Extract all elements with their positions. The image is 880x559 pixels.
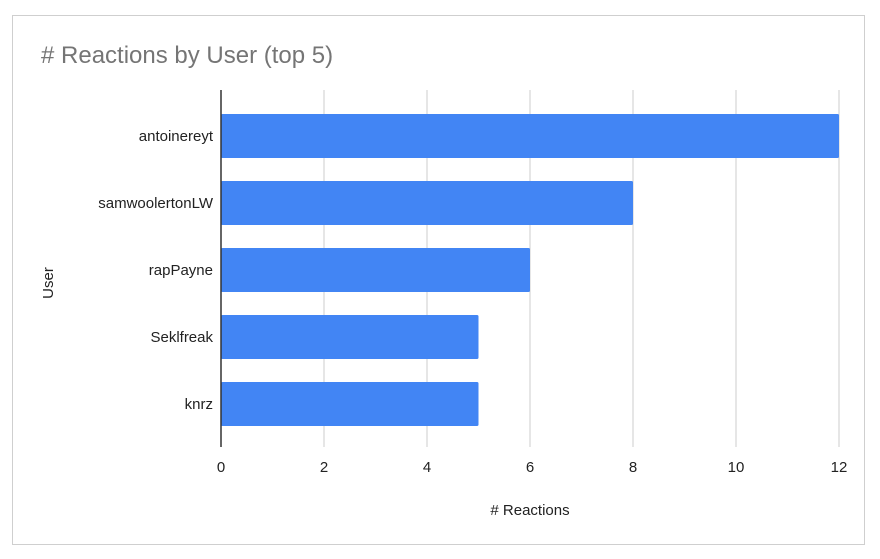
chart-title: # Reactions by User (top 5)	[41, 42, 334, 69]
y-category-label: antoinereyt	[139, 128, 214, 145]
y-category-label: samwoolertonLW	[98, 195, 214, 212]
bars	[221, 114, 839, 426]
x-tick-label: 6	[526, 459, 534, 476]
bar-antoinereyt	[221, 114, 839, 158]
y-category-label: rapPayne	[149, 262, 213, 279]
bar-rapPayne	[221, 248, 530, 292]
x-tick-label: 0	[217, 459, 225, 476]
x-tick-label: 2	[320, 459, 328, 476]
x-tick-label: 8	[629, 459, 637, 476]
x-tick-label: 12	[831, 459, 848, 476]
bar-samwoolertonLW	[221, 181, 633, 225]
bar-Seklfreak	[221, 315, 479, 359]
bar-knrz	[221, 382, 479, 426]
x-tick-label: 10	[728, 459, 745, 476]
x-axis-label: # Reactions	[490, 502, 569, 519]
labels: 0 2 4 6 8 10 12 antoinereyt samwoolertonLW rapPay…	[98, 128, 847, 476]
x-tick-label: 4	[423, 459, 431, 476]
y-category-label: Seklfreak	[150, 329, 213, 346]
y-axis-label: User	[40, 267, 57, 299]
y-category-label: knrz	[185, 396, 213, 413]
